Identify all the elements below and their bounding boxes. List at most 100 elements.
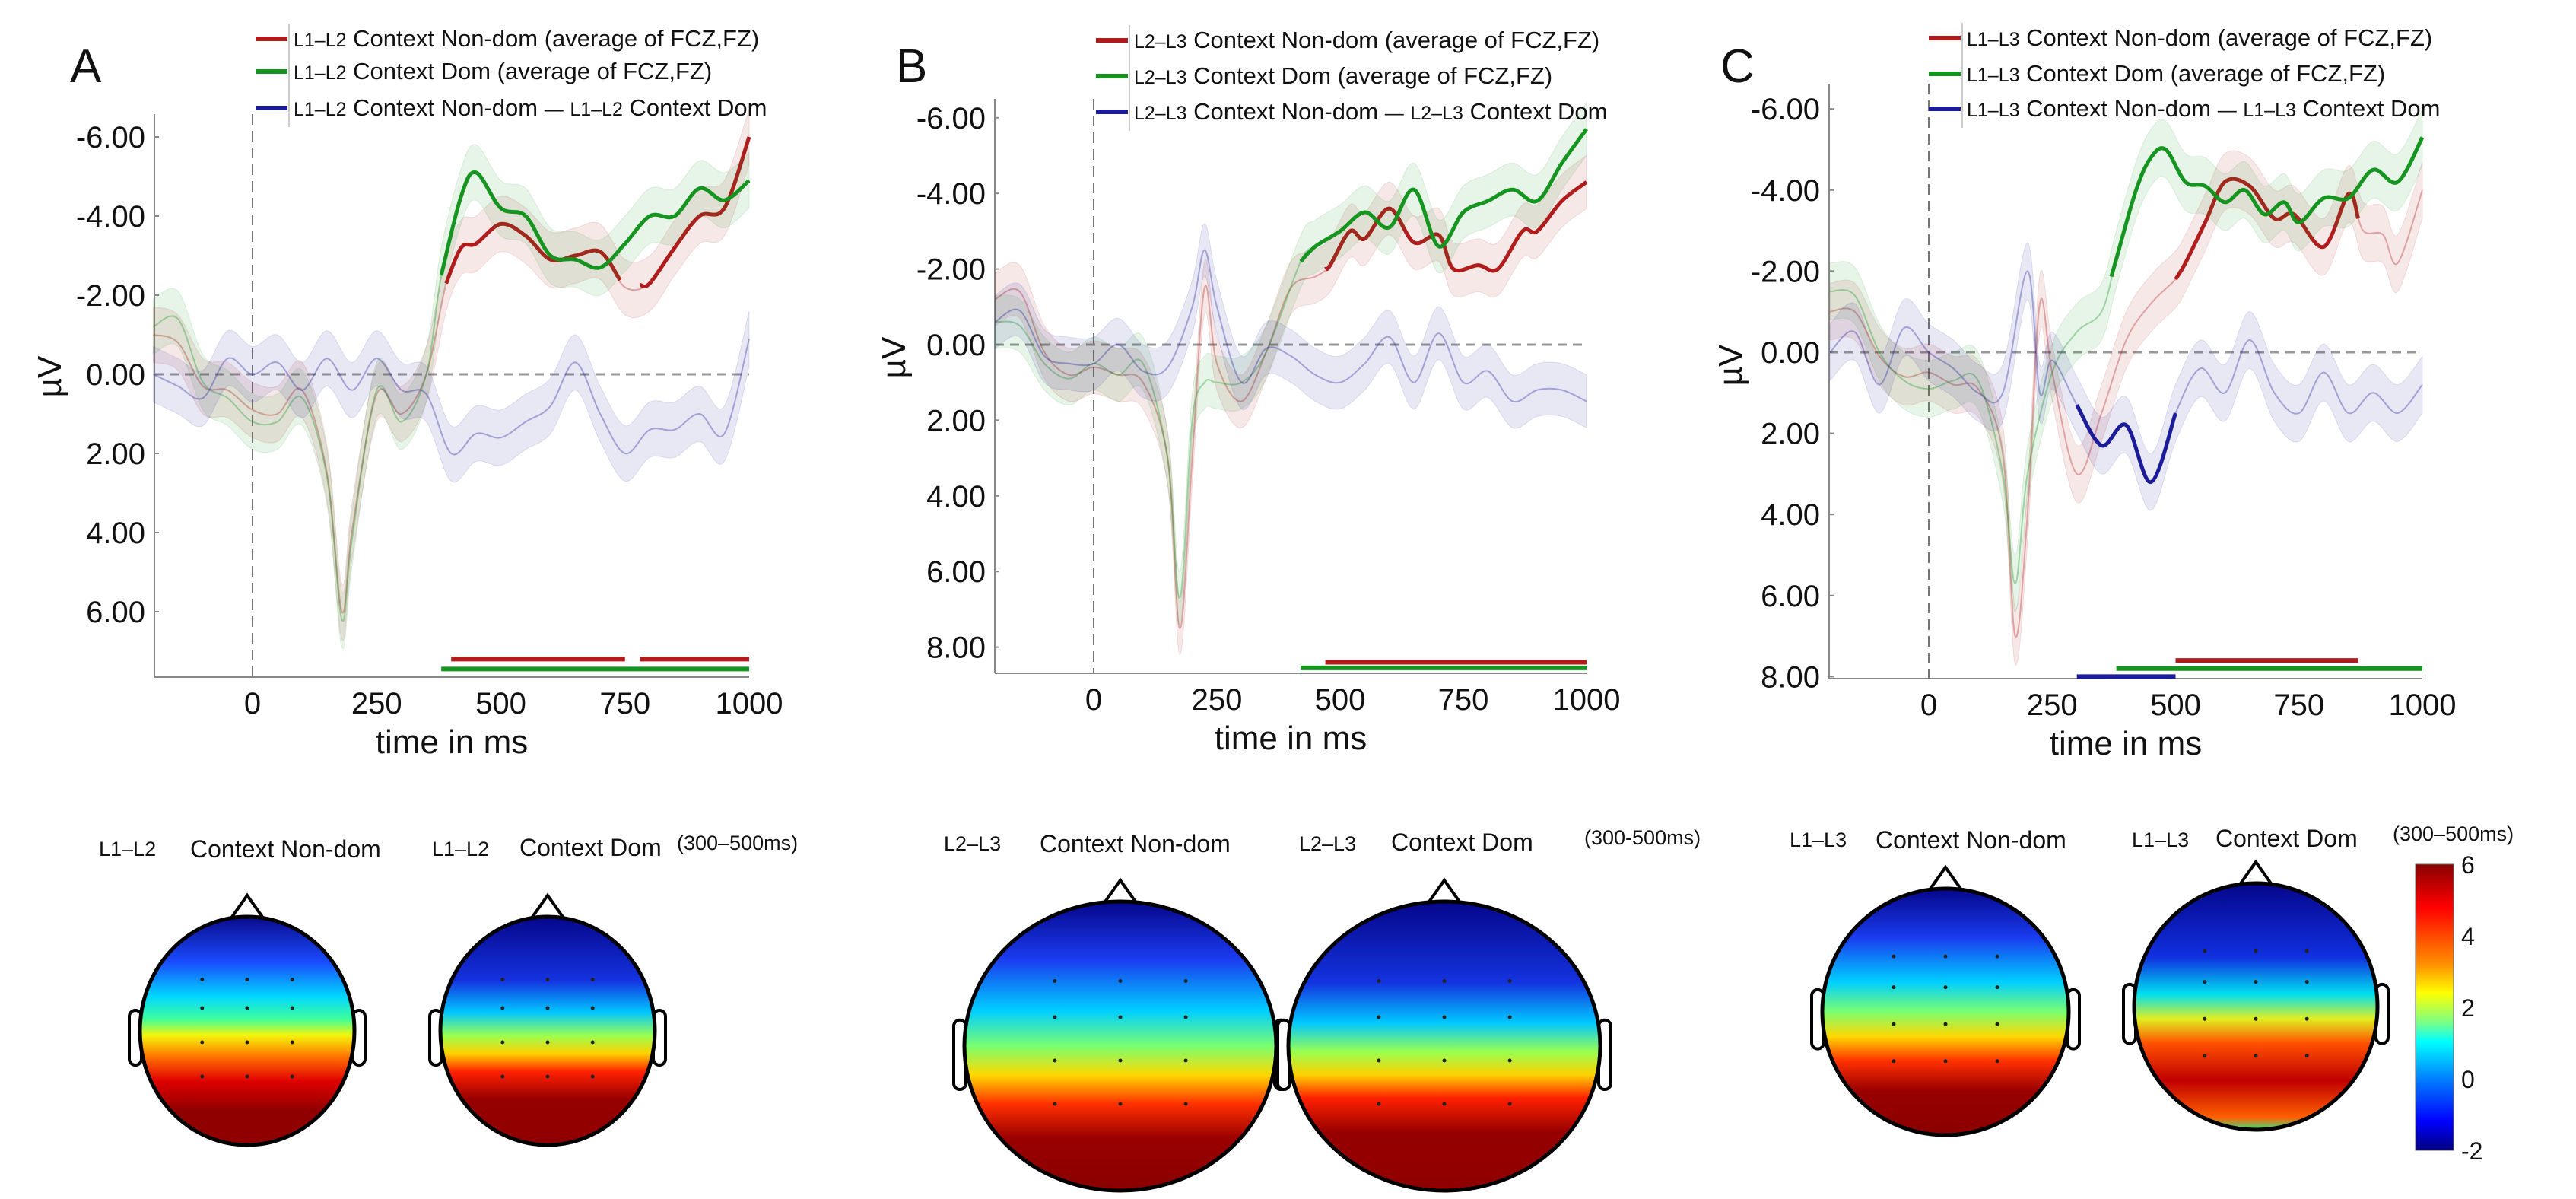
electrode-marker — [1995, 1022, 1999, 1026]
legend-separator: — — [2218, 100, 2237, 121]
series-dom — [994, 101, 1589, 625]
scalp-topomap — [1810, 864, 2081, 1137]
electrode-marker — [290, 1040, 294, 1045]
electrode-marker — [200, 978, 205, 981]
confidence-band — [152, 109, 750, 641]
nose-icon — [1102, 877, 1139, 905]
legend-text: Context Non-dom (average of FCZ,FZ) — [2026, 24, 2432, 51]
electrode-marker — [590, 1074, 595, 1079]
confidence-band — [994, 223, 1587, 429]
legend-prefix: L1–L2 — [294, 62, 347, 84]
x-tick-label: 1000 — [716, 687, 783, 720]
legend-text: Context Dom (average of FCZ,FZ) — [353, 58, 712, 84]
confidence-band — [994, 101, 1587, 625]
electrode-marker — [1053, 1102, 1057, 1106]
colorbar-tick-label: -2 — [2461, 1137, 2482, 1165]
electrode-marker — [1118, 1058, 1123, 1063]
significant-segment — [1323, 180, 1588, 273]
electrode-marker — [1377, 979, 1381, 983]
electrode-marker — [2254, 1016, 2258, 1021]
y-axis-label: µV — [31, 355, 68, 397]
topomap-title: Context Dom — [1391, 828, 1533, 856]
y-tick-label: 2.00 — [1761, 418, 1820, 451]
legend-prefix: L2–L3 — [1134, 31, 1187, 52]
electrode-marker — [1183, 1102, 1188, 1106]
confidence-band — [994, 154, 1587, 656]
erp-panel-c: -6.00 -4.00 -2.00 0.00 2.00 4.00 6.00 8.00 0 250 5… — [1712, 23, 2456, 762]
legend: L1–L3 Context Non-dom (average of FCZ,FZ… — [1929, 23, 2440, 128]
scalp-map — [2132, 881, 2380, 1132]
y-tick-label: 8.00 — [926, 631, 986, 665]
electrode-marker — [590, 1006, 595, 1010]
y-tick-label: -2.00 — [76, 279, 145, 313]
legend: L2–L3 Context Non-dom (average of FCZ,FZ… — [1096, 25, 1607, 131]
legend-entry: L1–L3 Context Non-dom — L1–L3 Context Do… — [1967, 95, 2440, 122]
colorbar-gradient — [2415, 863, 2454, 1151]
electrode-marker — [1442, 1058, 1447, 1063]
scalp-map — [1286, 899, 1602, 1193]
x-tick-label: 1000 — [1553, 683, 1621, 717]
electrode-marker — [2203, 1054, 2207, 1058]
x-tick-label: 1000 — [2389, 689, 2457, 722]
electrode-marker — [200, 1040, 205, 1045]
electrode-marker — [290, 1006, 294, 1010]
x-tick-label: 250 — [2027, 689, 2078, 722]
colorbar-tick-label: 2 — [2461, 994, 2475, 1022]
y-tick-label: 2.00 — [926, 404, 986, 437]
series-line — [153, 136, 750, 614]
y-tick-label: 0.00 — [1761, 336, 1820, 370]
electrode-marker — [1507, 979, 1512, 983]
x-tick-label: 500 — [1315, 683, 1366, 717]
nose-icon — [529, 892, 566, 921]
legend-text: Context Dom — [630, 94, 767, 121]
legend-prefix: L1–L3 — [1967, 65, 2020, 86]
x-tick-label: 750 — [2273, 689, 2324, 722]
y-tick-label: -4.00 — [1751, 174, 1820, 208]
legend-entry: L1–L2 Context Non-dom — L1–L2 Context Do… — [294, 94, 767, 121]
significant-segment — [2174, 177, 2361, 281]
electrode-marker — [545, 1074, 550, 1079]
electrode-marker — [1943, 954, 1948, 959]
x-tick-label: 0 — [1920, 689, 1937, 722]
electrode-marker — [545, 1040, 550, 1045]
electrode-marker — [1442, 1015, 1447, 1019]
series-difference — [1829, 242, 2423, 511]
electrode-marker — [1507, 1015, 1512, 1019]
y-tick-label: -2.00 — [1751, 255, 1820, 288]
time-window-label: (300–500ms) — [2393, 822, 2514, 845]
electrode-marker — [500, 978, 505, 981]
y-tick-label: -6.00 — [916, 102, 986, 135]
legend-separator: — — [545, 99, 564, 120]
colorbar: 6 4 2 0 -2 — [2415, 851, 2482, 1165]
topomap-prefix: L1–L3 — [2132, 828, 2189, 851]
y-axis-label: µV — [1712, 344, 1749, 386]
x-tick-label: 0 — [244, 687, 261, 720]
x-axis-label: time in ms — [376, 724, 528, 761]
y-tick-label: 6.00 — [1761, 580, 1820, 613]
x-tick-label: 750 — [1438, 683, 1489, 717]
legend-prefix: L1–L3 — [1967, 100, 2020, 121]
series-line — [994, 249, 1587, 403]
scalp-map — [962, 899, 1278, 1193]
confidence-band — [1829, 150, 2423, 666]
y-tick-label: 0.00 — [86, 358, 145, 392]
electrode-marker — [1183, 979, 1188, 983]
x-tick-label: 250 — [1192, 683, 1243, 717]
electrode-marker — [1892, 1059, 1896, 1064]
electrode-marker — [1943, 985, 1948, 990]
nose-icon — [1426, 877, 1463, 905]
topomap-title: Context Non-dom — [190, 835, 381, 863]
x-tick-label: 500 — [475, 687, 526, 720]
legend-prefix: L1–L2 — [294, 30, 347, 51]
electrode-marker — [2304, 949, 2309, 953]
electrode-marker — [1377, 1058, 1381, 1063]
electrode-marker — [245, 1040, 249, 1045]
legend-prefix: L1–L3 — [2243, 100, 2296, 121]
legend-text: Context Dom — [2303, 95, 2441, 122]
erp-panel-a: -6.00 -4.00 -2.00 0.00 2.00 4.00 6.00 0 250 500 75… — [31, 24, 783, 761]
significant-segment — [2075, 404, 2177, 485]
legend: L1–L2 Context Non-dom (average of FCZ,FZ… — [256, 24, 767, 127]
y-tick-label: 8.00 — [1761, 660, 1820, 694]
scalp-topomap — [428, 892, 667, 1147]
